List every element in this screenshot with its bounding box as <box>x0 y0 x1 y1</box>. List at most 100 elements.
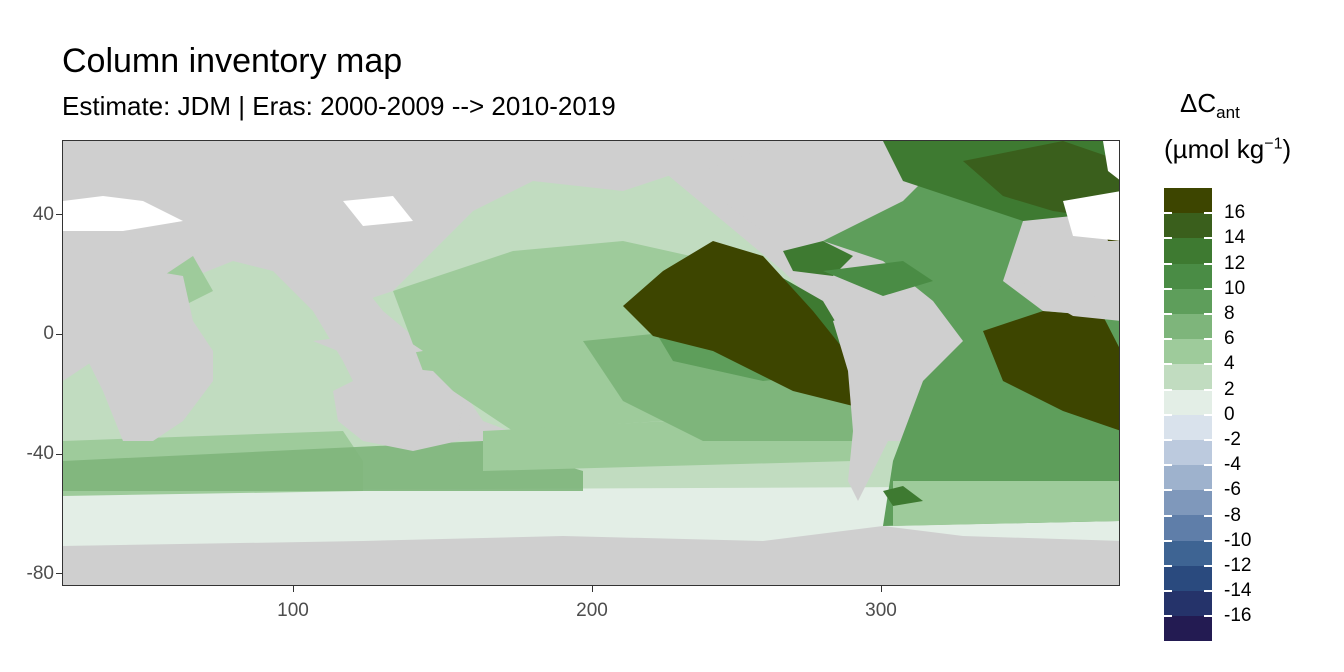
map-panel <box>62 140 1120 586</box>
arctic-ice-2 <box>343 196 413 226</box>
legend-tick-right <box>1204 363 1212 366</box>
legend-color-swatch <box>1164 439 1212 466</box>
indonesia-land <box>313 331 423 361</box>
legend-tick-left <box>1164 590 1172 593</box>
legend-label: 14 <box>1224 227 1246 249</box>
x-tick-label: 200 <box>576 600 608 621</box>
legend-tick-right <box>1204 338 1212 341</box>
legend-tick-left <box>1164 287 1172 290</box>
legend-color-swatch <box>1164 465 1212 491</box>
legend-label: -8 <box>1224 504 1241 526</box>
south-america-land <box>833 301 963 501</box>
legend-tick-left <box>1164 489 1172 492</box>
legend-color-swatch <box>1164 238 1212 264</box>
legend-tick-left <box>1164 212 1172 215</box>
y-tick-mark <box>56 334 62 335</box>
legend-tick-right <box>1204 413 1212 416</box>
legend-tick-right <box>1204 313 1212 315</box>
legend-label: 6 <box>1224 328 1235 350</box>
atlantic-south-light <box>893 481 1119 526</box>
legend-tick-left <box>1164 338 1172 341</box>
map-canvas <box>63 141 1119 585</box>
legend-tick-left <box>1164 363 1172 366</box>
x-tick-label: 300 <box>865 600 897 621</box>
legend-tick-left <box>1164 615 1172 618</box>
legend-color-swatch <box>1164 263 1212 289</box>
y-tick-mark <box>56 573 62 574</box>
legend-color-swatch <box>1164 364 1212 390</box>
legend-color-swatch <box>1164 213 1212 239</box>
y-tick-mark <box>56 214 62 215</box>
legend-color-swatch <box>1164 616 1212 642</box>
x-tick-mark <box>881 586 882 592</box>
legend-tick-right <box>1204 489 1212 492</box>
legend-color-swatch <box>1164 565 1212 591</box>
legend-color-swatch <box>1164 389 1212 415</box>
x-tick-mark <box>592 586 593 592</box>
legend-tick-right <box>1204 565 1212 567</box>
legend-tick-right <box>1204 464 1212 467</box>
legend-tick-right <box>1204 237 1212 240</box>
legend-color-swatch <box>1164 313 1212 340</box>
legend-label: -4 <box>1224 454 1241 476</box>
legend-label: 12 <box>1224 252 1246 274</box>
y-tick-label: 0 <box>43 323 54 344</box>
legend-tick-right <box>1204 539 1212 542</box>
legend-tick-right <box>1204 590 1212 593</box>
legend-title-sub: ant <box>1216 103 1240 123</box>
chart-title: Column inventory map <box>62 42 403 80</box>
y-tick-mark <box>56 454 62 455</box>
arctic-ice <box>63 196 183 231</box>
antarctica-land <box>63 526 1119 585</box>
legend-label: -6 <box>1224 479 1241 501</box>
legend-label: 0 <box>1224 403 1235 425</box>
legend-color-swatch <box>1164 188 1212 214</box>
legend-label: -14 <box>1224 580 1252 602</box>
legend-title: ΔCant <box>1180 88 1240 123</box>
legend-tick-right <box>1204 615 1212 618</box>
legend-label: -12 <box>1224 555 1252 576</box>
legend-color-swatch <box>1164 490 1212 516</box>
legend-tick-left <box>1164 514 1172 517</box>
australia-land <box>333 366 463 451</box>
legend-label: -10 <box>1224 529 1252 551</box>
antarctic-shelf <box>883 486 923 506</box>
legend-tick-left <box>1164 439 1172 441</box>
legend-colorbar <box>1164 188 1212 642</box>
legend-label: -2 <box>1224 429 1241 450</box>
africa-land <box>63 261 213 441</box>
africa-west-land <box>1013 281 1119 321</box>
x-tick-mark <box>293 586 294 592</box>
legend-tick-left <box>1164 413 1172 416</box>
atlantic-equatorial-max <box>983 311 1119 431</box>
legend-label: 16 <box>1224 202 1246 224</box>
legend-tick-right <box>1204 212 1212 215</box>
legend-color-swatch <box>1164 591 1212 617</box>
arctic-ice-4 <box>1103 141 1119 180</box>
legend-color-swatch <box>1164 515 1212 541</box>
legend-label: 2 <box>1224 378 1235 400</box>
legend-unit-prefix: (µmol kg <box>1164 134 1265 164</box>
central-america-land <box>783 261 863 316</box>
legend-label: 10 <box>1224 277 1246 299</box>
legend-unit-sup: −1 <box>1264 135 1283 153</box>
legend-tick-right <box>1204 262 1212 265</box>
legend-color-swatch <box>1164 288 1212 314</box>
gulf-of-mexico <box>783 241 853 276</box>
y-tick-label: 40 <box>32 204 54 225</box>
legend-tick-right <box>1204 388 1212 391</box>
legend-tick-left <box>1164 313 1172 315</box>
legend-label: 8 <box>1224 303 1235 324</box>
legend-label: 4 <box>1224 353 1235 375</box>
legend-unit: (µmol kg−1) <box>1164 134 1291 165</box>
caribbean <box>823 261 933 296</box>
legend-tick-right <box>1204 514 1212 517</box>
indian-south-band <box>63 441 583 491</box>
y-tick-label: -40 <box>26 443 54 464</box>
legend-tick-right <box>1204 287 1212 290</box>
arctic-ice-3 <box>1063 191 1119 241</box>
x-tick-label: 100 <box>277 600 309 621</box>
legend-label: -16 <box>1224 605 1252 627</box>
chart-subtitle: Estimate: JDM | Eras: 2000-2009 --> 2010… <box>62 91 616 121</box>
legend-tick-left <box>1164 565 1172 567</box>
